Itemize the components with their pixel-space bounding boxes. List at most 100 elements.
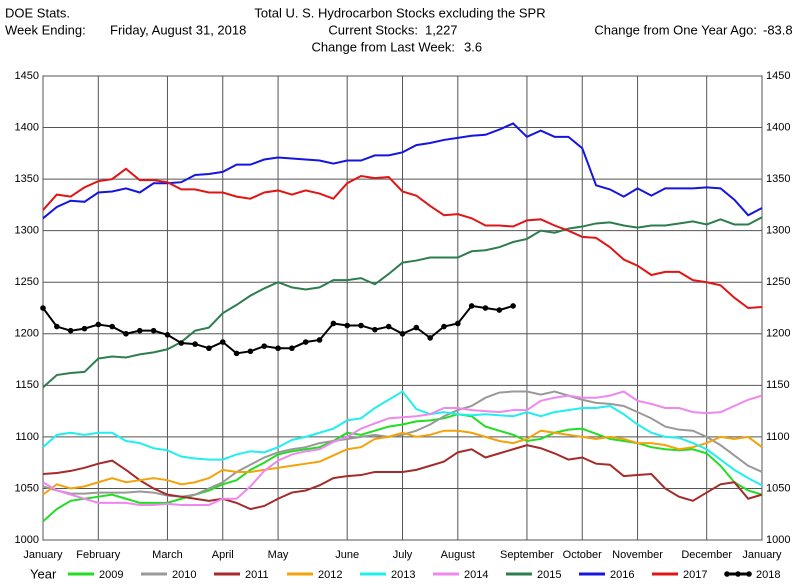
- legend-label: 2016: [610, 569, 634, 581]
- y-tick-label: 1050: [15, 482, 39, 494]
- data-point: [385, 323, 392, 330]
- series-line: [42, 413, 763, 523]
- x-tick-label: September: [500, 549, 554, 561]
- data-point: [289, 345, 295, 352]
- header-value: 1,227: [425, 22, 458, 37]
- data-point: [54, 323, 60, 330]
- series-line: [42, 390, 763, 498]
- y-tick-label: 1100: [15, 431, 39, 443]
- y-tick-label: 1450: [15, 70, 39, 82]
- legend-label: 2013: [391, 569, 415, 581]
- series-line: [42, 167, 763, 310]
- legend-label: 2009: [99, 569, 123, 581]
- data-point: [67, 327, 74, 334]
- y-tick-label-right: 1250: [766, 276, 790, 288]
- x-tick-label: July: [393, 549, 413, 561]
- data-point: [302, 339, 309, 345]
- legend-marker: [746, 571, 752, 577]
- legend-label: 2015: [537, 569, 561, 581]
- legend-label: 2017: [683, 569, 707, 581]
- y-tick-label: 1150: [15, 379, 39, 391]
- y-tick-label: 1300: [15, 225, 39, 237]
- data-point: [441, 323, 447, 330]
- data-point: [468, 303, 475, 309]
- data-point: [219, 339, 226, 345]
- data-point: [372, 326, 378, 333]
- y-tick-label-right: 1450: [766, 70, 790, 82]
- legend-label: 2012: [318, 569, 342, 581]
- legend-title: Year: [30, 566, 57, 581]
- data-point: [164, 332, 171, 338]
- header-text: Change from Last Week:: [311, 39, 455, 54]
- y-tick-label: 1250: [15, 276, 39, 288]
- series-line: [42, 390, 763, 506]
- x-tick-label: June: [335, 549, 359, 561]
- x-tick-label: May: [268, 549, 289, 561]
- data-point: [95, 321, 102, 328]
- data-point: [109, 323, 115, 330]
- data-point: [344, 322, 350, 329]
- data-point: [275, 345, 281, 352]
- data-point: [413, 324, 420, 331]
- data-point: [178, 340, 185, 346]
- series-line: [42, 429, 763, 496]
- data-point: [192, 341, 198, 347]
- data-point: [427, 335, 433, 341]
- header-text: DOE Stats.: [5, 5, 70, 20]
- x-tick-label: April: [212, 549, 234, 561]
- y-tick-label-right: 1050: [766, 482, 790, 494]
- header-value: -83.8: [763, 22, 793, 37]
- y-tick-label-right: 1000: [766, 534, 790, 546]
- legend-label: 2010: [172, 569, 196, 581]
- series-line: [42, 216, 763, 389]
- header-value: 3.6: [464, 39, 482, 54]
- data-point: [40, 305, 46, 311]
- data-point: [136, 327, 143, 334]
- legend-marker: [735, 571, 741, 577]
- data-point: [510, 303, 516, 309]
- data-point: [233, 350, 240, 357]
- y-tick-label-right: 1150: [766, 379, 790, 391]
- data-point: [150, 327, 157, 334]
- legend-marker: [724, 571, 730, 577]
- x-tick-label: October: [563, 549, 602, 561]
- y-tick-label: 1000: [15, 534, 39, 546]
- header-text: Change from One Year Ago:: [594, 22, 757, 37]
- data-point: [247, 348, 254, 355]
- y-tick-label-right: 1100: [766, 431, 790, 443]
- x-tick-label: January: [23, 549, 63, 561]
- data-point: [330, 320, 337, 327]
- x-tick-label: August: [441, 549, 475, 561]
- data-point: [399, 330, 406, 337]
- data-point: [496, 307, 503, 313]
- data-point: [482, 305, 489, 311]
- header-text: Week Ending:: [5, 22, 86, 37]
- data-point: [455, 320, 461, 327]
- y-tick-label-right: 1350: [766, 173, 790, 185]
- y-tick-label-right: 1300: [766, 225, 790, 237]
- series-line: [42, 390, 763, 487]
- x-tick-label: January: [742, 549, 782, 561]
- data-point: [261, 343, 268, 349]
- legend-label: 2011: [245, 569, 269, 581]
- data-point: [206, 345, 212, 352]
- y-tick-label: 1400: [15, 121, 39, 133]
- legend-label: 2018: [756, 569, 780, 581]
- data-point: [81, 325, 88, 332]
- x-tick-label: February: [76, 549, 121, 561]
- y-tick-label: 1350: [15, 173, 39, 185]
- y-tick-label: 1200: [15, 328, 39, 340]
- header-text: Current Stocks:: [328, 22, 418, 37]
- series-line: [42, 444, 763, 511]
- header-text: Friday, August 31, 2018: [110, 22, 246, 37]
- legend-label: 2014: [464, 569, 488, 581]
- data-point: [123, 330, 129, 337]
- y-tick-label-right: 1400: [766, 121, 790, 133]
- x-tick-label: December: [681, 549, 732, 561]
- x-tick-label: March: [152, 549, 183, 561]
- x-tick-label: November: [612, 549, 663, 561]
- series-line: [42, 122, 763, 220]
- chart-title: Total U. S. Hydrocarbon Stocks excluding…: [254, 5, 545, 20]
- data-point: [316, 337, 323, 343]
